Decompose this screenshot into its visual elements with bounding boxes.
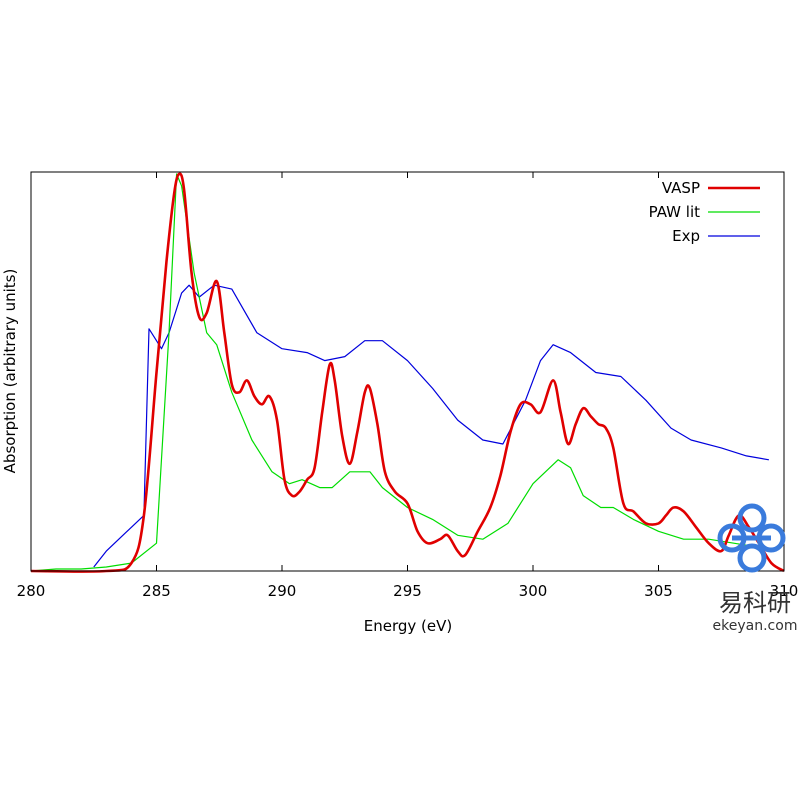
x-tick-label-295: 295 [393, 582, 422, 600]
legend-label-exp: Exp [672, 227, 700, 245]
x-tick-label-285: 285 [142, 582, 171, 600]
watermark-logo-icon [717, 503, 786, 573]
watermark-brand: 易科研 [719, 589, 791, 617]
watermark: 易科研 ekeyan.com [713, 503, 798, 634]
x-tick-label-290: 290 [268, 582, 297, 600]
legend: VASP PAW lit Exp [649, 179, 760, 245]
watermark-site: ekeyan.com [713, 618, 798, 634]
x-tick-label-310: 310 [770, 582, 799, 600]
absorption-chart: 280 285 290 295 300 305 310 Energy (eV) Absorp… [1, 171, 799, 635]
series-line-vasp [30, 172, 785, 573]
x-axis-title: Energy (eV) [364, 617, 452, 635]
legend-label-vasp: VASP [662, 179, 700, 197]
series-line-paw-lit [30, 173, 759, 572]
series-layer [30, 172, 785, 573]
x-tick-label-305: 305 [644, 582, 673, 600]
x-tick-label-280: 280 [17, 582, 46, 600]
legend-label-paw-lit: PAW lit [649, 203, 700, 221]
chart-container: 280 285 290 295 300 305 310 Energy (eV) Absorp… [0, 163, 800, 635]
y-axis-title: Absorption (arbitrary units) [1, 269, 19, 474]
x-tick-label-300: 300 [519, 582, 548, 600]
ticks-layer: 280 285 290 295 300 305 310 [17, 172, 799, 600]
series-line-exp [93, 284, 770, 568]
